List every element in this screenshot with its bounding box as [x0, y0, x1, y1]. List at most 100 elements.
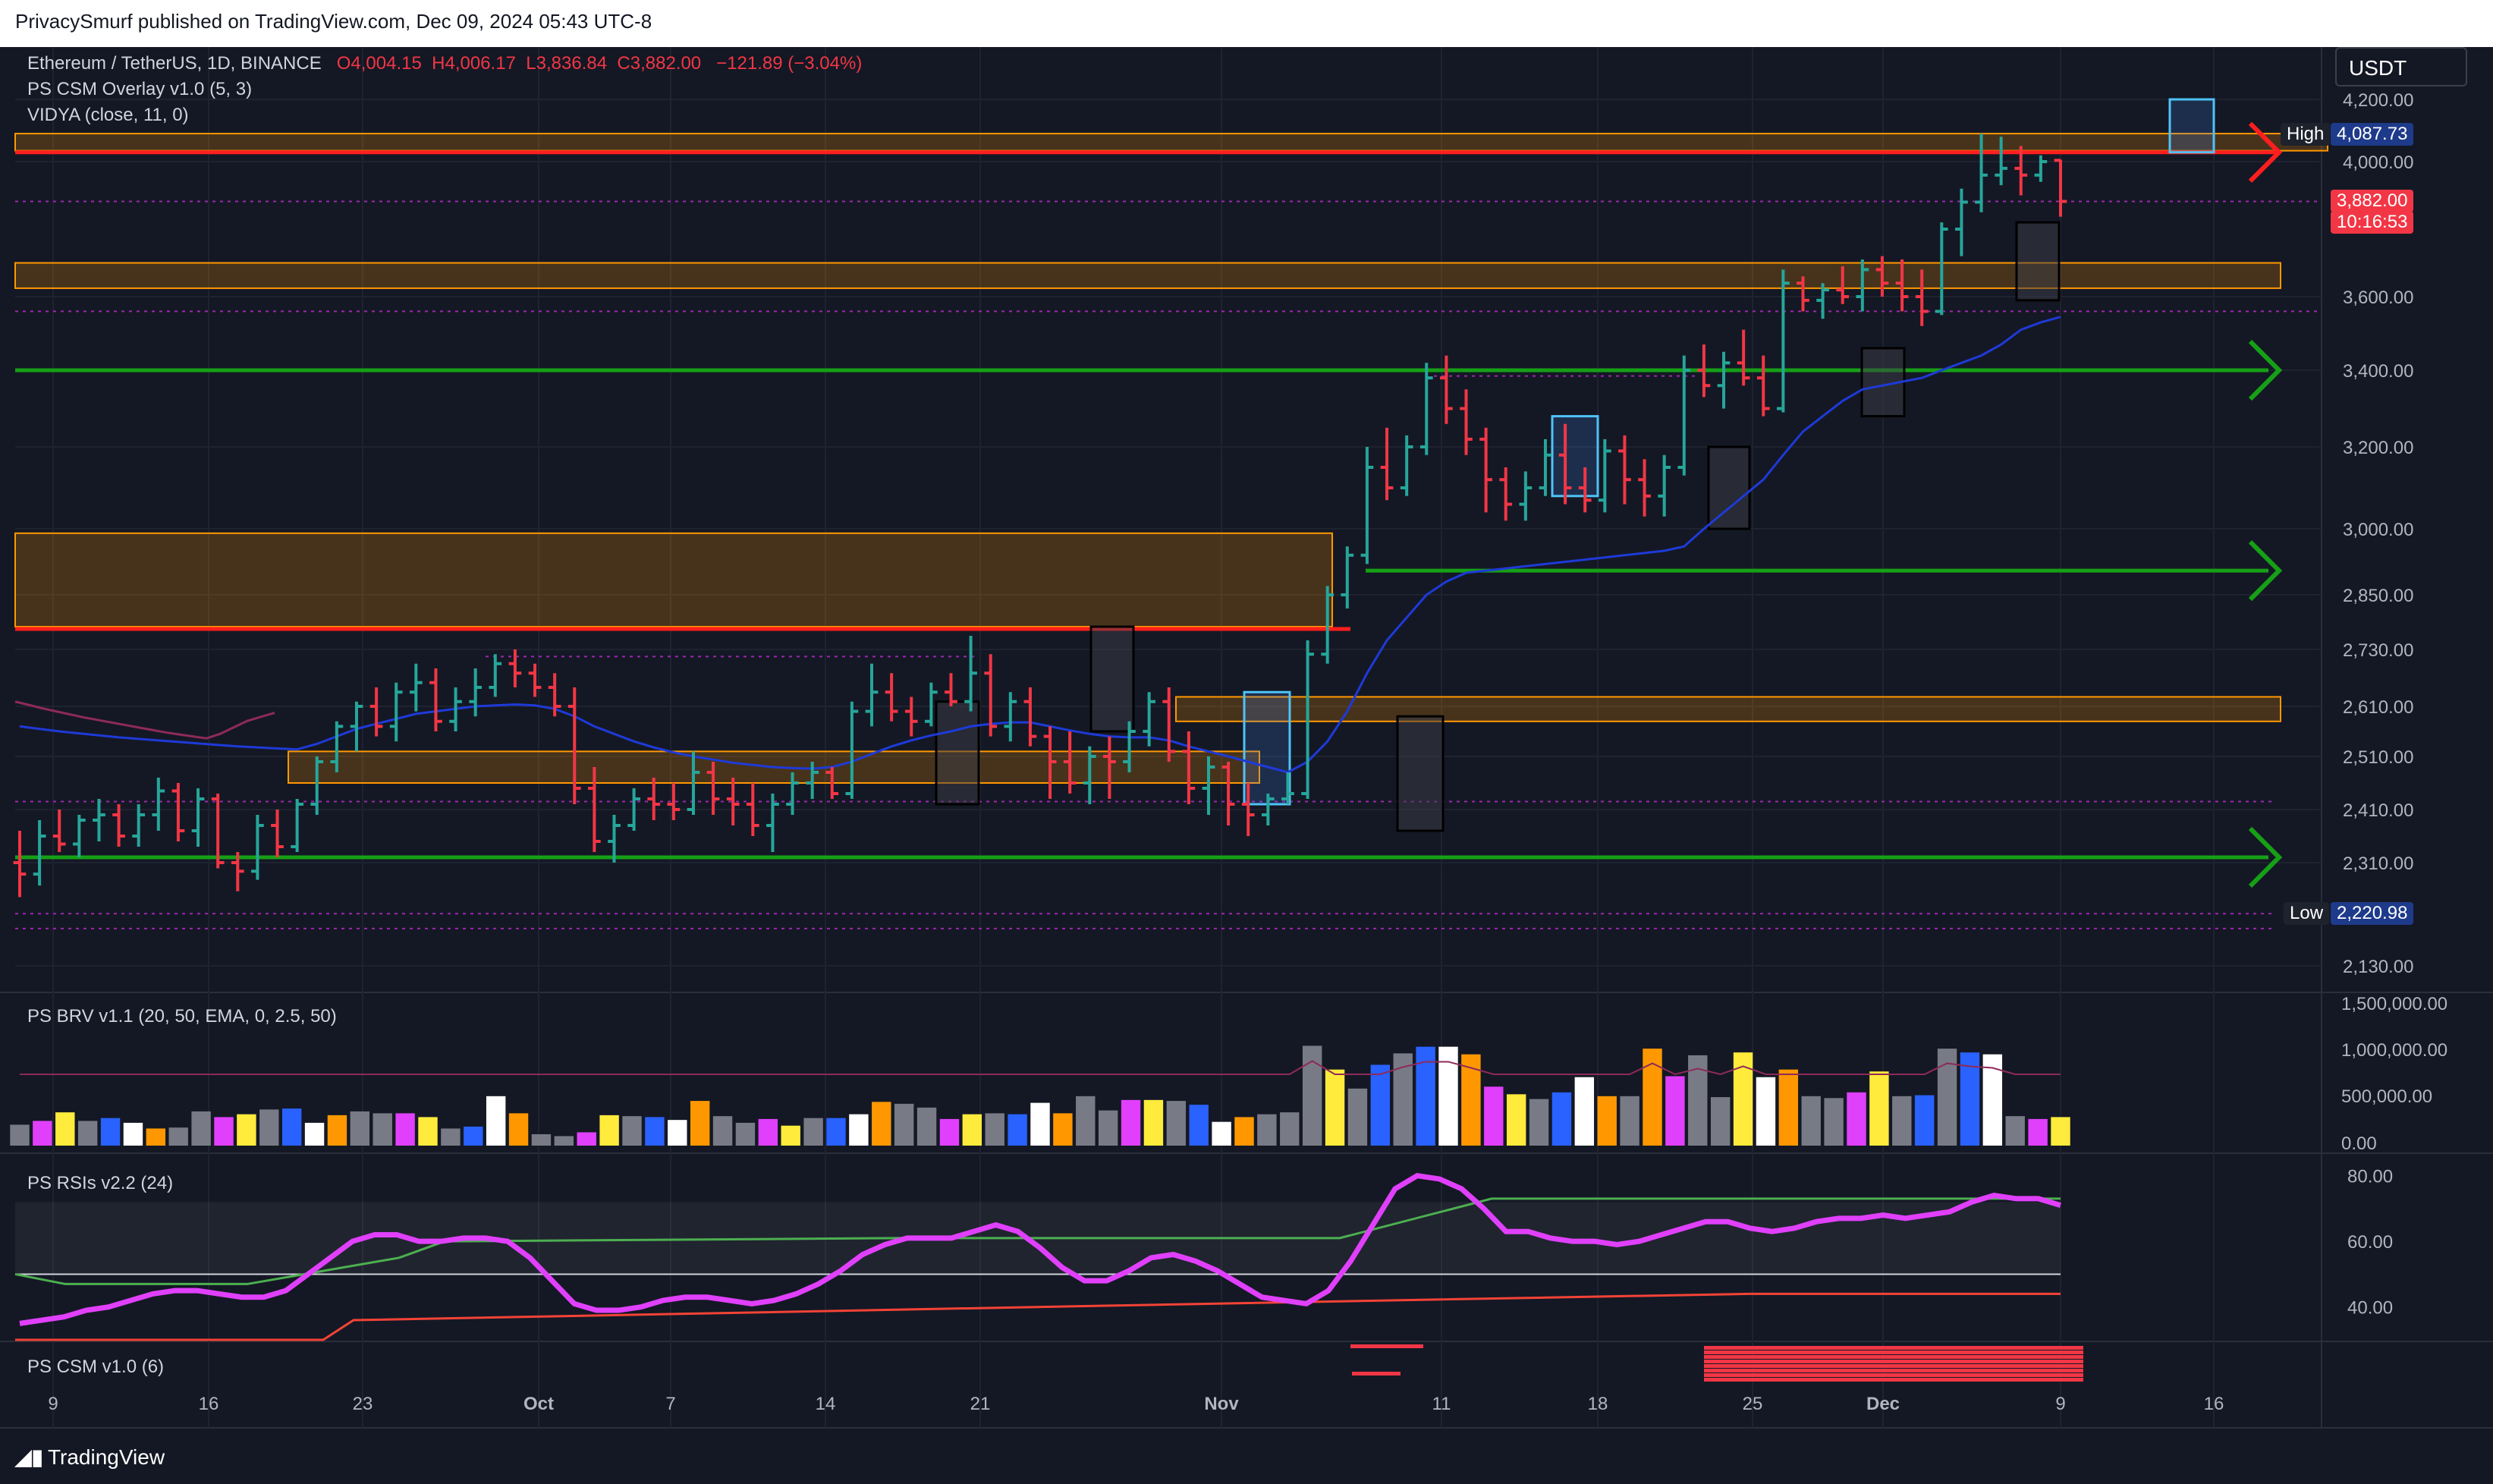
volume-bar [259, 1109, 279, 1146]
candle [806, 762, 819, 799]
price-tick-label: 2,610.00 [2343, 697, 2413, 718]
volume-bar [1212, 1121, 1231, 1146]
rsi-line [19, 1172, 2061, 1326]
candle [1697, 344, 1711, 398]
candle [1955, 188, 1968, 256]
rsi-tick-label: 60.00 [2347, 1232, 2393, 1253]
volume-bar [1143, 1099, 1164, 1146]
indicator-csm-overlay[interactable]: PS CSM Overlay v1.0 (5, 3) [27, 79, 253, 99]
time-tick-label: 11 [1432, 1394, 1451, 1414]
volume-bar [735, 1122, 756, 1146]
overlay-block-5 [2015, 221, 2061, 302]
volume-bar [781, 1125, 800, 1146]
candle [132, 804, 146, 847]
candle [1638, 459, 1651, 517]
candle [1777, 269, 1790, 413]
candle [1519, 471, 1533, 521]
brv-pane-title[interactable]: PS BRV v1.1 (20, 50, EMA, 0, 2.5, 50) [27, 1006, 337, 1027]
candle [548, 673, 561, 717]
volume-bar [1280, 1112, 1300, 1146]
tradingview-brand[interactable]: ◢▮ TradingView [15, 1445, 165, 1470]
currency-selector[interactable]: USDT [2335, 47, 2467, 86]
arrow-green-icon [2248, 339, 2283, 401]
time-tick-label: Dec [1866, 1394, 1900, 1414]
candle [1221, 762, 1235, 825]
volume-bar [1914, 1095, 1935, 1146]
ma-line [14, 700, 275, 740]
candle [1241, 783, 1255, 836]
csm-pane-title[interactable]: PS CSM v1.0 (6) [27, 1357, 165, 1377]
indicator-vidya[interactable]: VIDYA (close, 11, 0) [27, 105, 189, 125]
time-tick-label: 21 [970, 1394, 991, 1414]
volume-bar [1869, 1071, 1889, 1146]
candle [389, 682, 403, 742]
volume-bar [894, 1103, 914, 1146]
candle [251, 815, 264, 880]
candle [1717, 351, 1731, 409]
csm-strip [1704, 1369, 2083, 1372]
volume-tick-label: 500,000.00 [2341, 1086, 2432, 1107]
candle [1539, 439, 1552, 496]
ohlc-change: −121.89 (−3.04%) [716, 53, 863, 74]
candle [72, 815, 86, 857]
candle [52, 810, 66, 852]
volume-bar [1257, 1114, 1277, 1146]
candle [984, 654, 998, 737]
candle [449, 687, 462, 731]
candle [1162, 687, 1176, 762]
price-tick-label: 3,400.00 [2343, 361, 2413, 382]
volume-bar [668, 1120, 687, 1146]
volume-bar [577, 1132, 596, 1146]
candle [291, 799, 303, 852]
overlay-block-2 [1396, 715, 1445, 832]
candle [310, 756, 324, 815]
volume-tick-label: 1,500,000.00 [2341, 994, 2447, 1014]
low-tag-label: Low [2284, 902, 2330, 925]
volume-bar [1302, 1045, 1322, 1146]
time-tick-label: Oct [523, 1394, 554, 1414]
last-price-tag: 3,882.00 [2331, 190, 2414, 212]
ohlc-high-label: H [432, 53, 445, 74]
candle [726, 778, 740, 825]
volume-bar [1325, 1069, 1345, 1146]
volume-bar [1778, 1069, 1799, 1146]
overlay-block-1 [935, 700, 980, 806]
candle [231, 852, 244, 891]
volume-bar [418, 1117, 438, 1146]
publish-header: PrivacySmurf published on TradingView.co… [0, 0, 2493, 47]
volume-bar [508, 1113, 529, 1146]
candle [1658, 454, 1671, 517]
candle [13, 831, 27, 898]
candle [608, 815, 621, 863]
volume-tick-label: 0.00 [2341, 1133, 2377, 1154]
candle [508, 649, 522, 687]
arrow-green-icon [2248, 826, 2283, 888]
candle [1618, 435, 1631, 505]
csm-strip [1704, 1373, 2083, 1377]
rsi-tick-label: 80.00 [2347, 1167, 2393, 1187]
volume-bar [486, 1096, 506, 1146]
time-tick-label: 14 [816, 1394, 836, 1414]
time-tick-label: Nov [1204, 1394, 1239, 1414]
volume-bar [1234, 1117, 1254, 1146]
tradingview-logo-icon: ◢▮ [15, 1445, 43, 1469]
rsi-pane-title[interactable]: PS RSIs v2.2 (24) [27, 1173, 174, 1193]
volume-bar [962, 1114, 982, 1146]
candle [567, 687, 581, 804]
volume-bar [985, 1113, 1004, 1146]
volume-bar [33, 1121, 52, 1146]
candle [1816, 283, 1829, 319]
ohlc-low: 3,836.84 [536, 53, 608, 74]
time-tick-label: 16 [199, 1394, 219, 1414]
candle [1935, 222, 1948, 316]
overlay-block-3 [1707, 445, 1751, 530]
symbol-legend: Ethereum / TetherUS, 1D, BINANCE O4,004.… [27, 53, 862, 74]
candle [469, 668, 483, 717]
volume-bar [77, 1121, 98, 1146]
candle [1103, 736, 1116, 799]
volume-bar [55, 1112, 75, 1146]
time-tick-label: 23 [353, 1394, 373, 1414]
candle [687, 751, 700, 815]
volume-bar [1643, 1049, 1662, 1146]
